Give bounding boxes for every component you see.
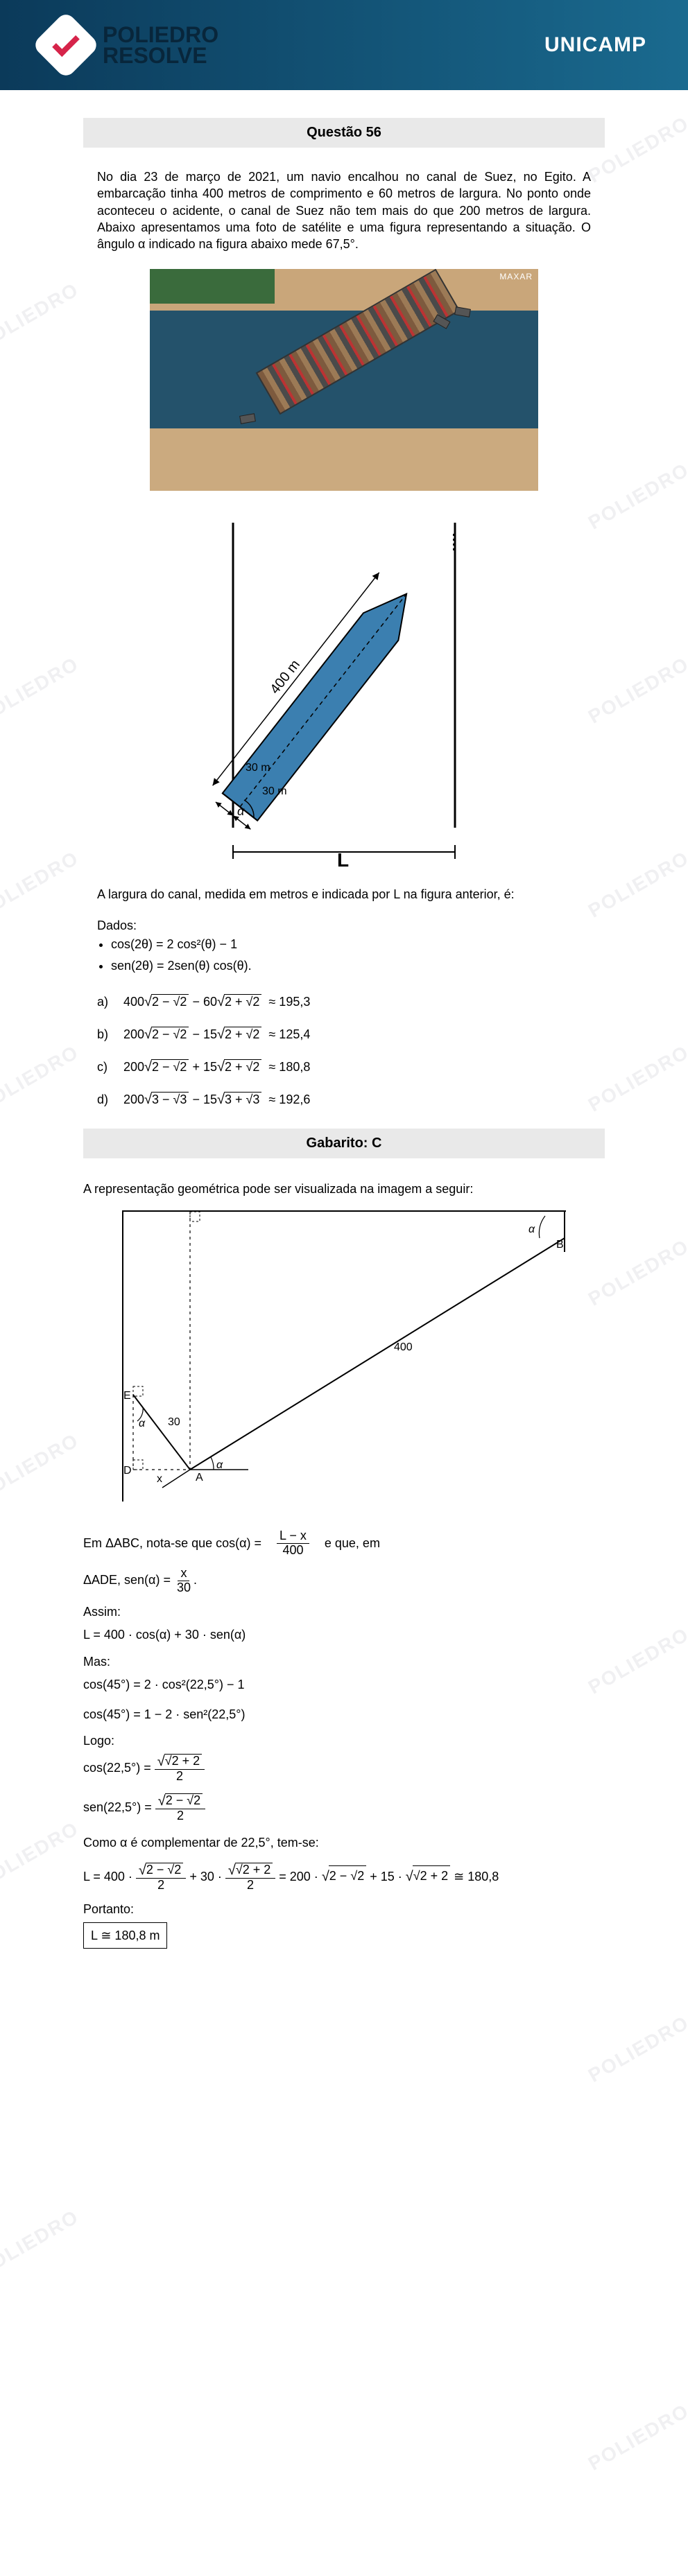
svg-text:x: x <box>157 1473 162 1485</box>
option-c: c) 200√2 − √2 + 15√2 + √2 ≈ 180,8 <box>97 1059 591 1075</box>
sol-portanto: Portanto: <box>83 1902 605 1917</box>
figure-caption: A largura do canal, medida em metros e i… <box>97 886 591 903</box>
option-d: d) 200√3 − √3 − 15√3 + √3 ≈ 192,6 <box>97 1092 591 1108</box>
option-expr: 200√2 − √2 + 15√2 + √2 ≈ 180,8 <box>123 1059 310 1075</box>
svg-text:E: E <box>123 1390 131 1402</box>
option-a: a) 400√2 − √2 − 60√2 + √2 ≈ 195,3 <box>97 994 591 1010</box>
option-letter: d) <box>97 1093 114 1107</box>
sol-cos45b: cos(45°) = 1 − 2 · sen²(22,5°) <box>83 1705 605 1725</box>
svg-text:α: α <box>139 1418 146 1429</box>
sol-assim: Assim: <box>83 1605 605 1619</box>
check-icon <box>52 29 80 57</box>
svg-text:A: A <box>196 1472 203 1483</box>
exam-name: UNICAMP <box>544 33 646 57</box>
sol-eqL: L = 400 · cos(α) + 30 · sen(α) <box>83 1625 605 1645</box>
svg-text:30: 30 <box>168 1416 180 1428</box>
svg-text:α: α <box>528 1224 535 1235</box>
option-expr: 200√2 − √2 − 15√2 + √2 ≈ 125,4 <box>123 1027 310 1043</box>
sol-line-2: ΔADE, sen(α) = x30. <box>83 1567 605 1595</box>
dado-item: sen(2θ) = 2sen(θ) cos(θ). <box>111 959 591 973</box>
header-left: POLIEDRO RESOLVE <box>42 21 218 69</box>
content: Questão 56 No dia 23 de março de 2021, u… <box>0 90 688 2000</box>
brand-title: POLIEDRO RESOLVE <box>103 24 218 67</box>
watermark: POLIEDRO <box>0 2206 83 2281</box>
brand-line1: POLIEDRO <box>103 24 218 45</box>
satellite-image: MAXAR <box>150 269 538 491</box>
label-30m-a: 30 m <box>246 762 270 774</box>
solution-diagram: x C L − x B α 400 E 30 α D <box>122 1210 566 1502</box>
options-list: a) 400√2 − √2 − 60√2 + √2 ≈ 195,3 b) 200… <box>97 994 591 1108</box>
solution-intro: A representação geométrica pode ser visu… <box>83 1182 605 1196</box>
sol-boxed: L ≅ 180,8 m <box>83 1922 605 1949</box>
ship-diagram: 400 m 30 m 30 m α L <box>198 509 490 869</box>
brand-line2: RESOLVE <box>103 45 218 66</box>
sol-final: L = 400 · √2 − √2 2 + 30 · √√2 + 2 2 = 2… <box>83 1863 605 1892</box>
dados-label: Dados: <box>97 919 591 933</box>
option-expr: 400√2 − √2 − 60√2 + √2 ≈ 195,3 <box>123 994 310 1010</box>
page-header: POLIEDRO RESOLVE UNICAMP <box>0 0 688 90</box>
dados-list: cos(2θ) = 2 cos²(θ) − 1 sen(2θ) = 2sen(θ… <box>111 937 591 973</box>
label-30m-b: 30 m <box>262 785 287 797</box>
logo-badge <box>32 11 101 80</box>
option-letter: a) <box>97 995 114 1009</box>
watermark: POLIEDRO <box>585 2400 688 2475</box>
watermark: POLIEDRO <box>585 2012 688 2087</box>
option-b: b) 200√2 − √2 − 15√2 + √2 ≈ 125,4 <box>97 1027 591 1043</box>
gabarito-bar: Gabarito: C <box>83 1129 605 1158</box>
sol-line-1: Em ΔABC, nota-se que cos(α) = L − x400 e… <box>83 1529 605 1558</box>
sol-logo: Logo: <box>83 1734 605 1748</box>
option-letter: b) <box>97 1027 114 1042</box>
sol-como: Como α é complementar de 22,5°, tem-se: <box>83 1833 605 1853</box>
sol-sen225: sen(22,5°) = √2 − √2 2 <box>83 1793 605 1823</box>
label-L: L <box>337 849 349 869</box>
sat-bank-bottom <box>150 428 538 491</box>
dado-item: cos(2θ) = 2 cos²(θ) − 1 <box>111 937 591 952</box>
option-expr: 200√3 − √3 − 15√3 + √3 ≈ 192,6 <box>123 1092 310 1108</box>
sat-credit: MAXAR <box>499 272 533 281</box>
sol-mas: Mas: <box>83 1655 605 1669</box>
svg-text:400: 400 <box>394 1341 413 1353</box>
option-letter: c) <box>97 1060 114 1074</box>
sol-cos225: cos(22,5°) = √√2 + 2 2 <box>83 1754 605 1784</box>
svg-text:D: D <box>123 1465 132 1477</box>
sol-cos45a: cos(45°) = 2 · cos²(22,5°) − 1 <box>83 1675 605 1695</box>
label-alpha: α <box>237 804 245 818</box>
sat-vegetation <box>150 269 275 304</box>
question-bar: Questão 56 <box>83 118 605 148</box>
question-text: No dia 23 de março de 2021, um navio enc… <box>97 168 591 252</box>
